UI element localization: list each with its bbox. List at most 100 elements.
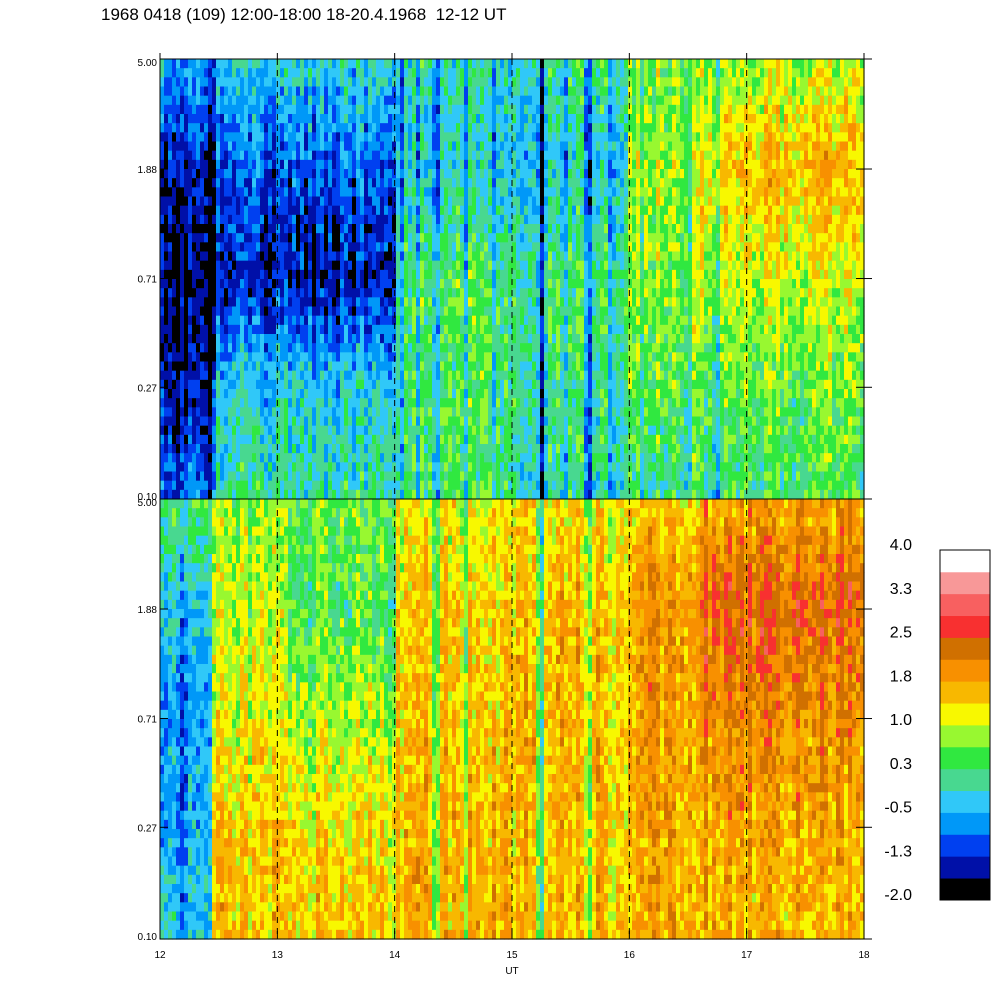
heatmap-cell <box>160 425 165 436</box>
heatmap-cell <box>528 214 533 225</box>
heatmap-cell <box>532 306 537 317</box>
heatmap-cell <box>220 444 225 454</box>
heatmap-cell <box>516 425 521 436</box>
heatmap-cell <box>272 389 277 399</box>
heatmap-cell <box>528 114 533 124</box>
heatmap-cell <box>352 279 357 289</box>
heatmap-cell <box>488 334 493 344</box>
heatmap-cell <box>228 169 233 179</box>
heatmap-cell <box>412 169 417 179</box>
heatmap-cell <box>556 297 561 308</box>
heatmap-cell <box>316 132 321 143</box>
heatmap-cell <box>180 104 185 115</box>
heatmap-cell <box>480 196 485 207</box>
heatmap-cell <box>260 150 265 161</box>
heatmap-cell <box>520 178 525 188</box>
heatmap-cell <box>340 159 345 170</box>
heatmap-cell <box>568 196 573 207</box>
heatmap-cell <box>264 416 269 427</box>
heatmap-cell <box>160 324 165 335</box>
heatmap-cell <box>192 260 197 271</box>
heatmap-cell <box>280 453 285 463</box>
heatmap-cell <box>212 379 217 390</box>
heatmap-cell <box>376 132 381 143</box>
heatmap-cell <box>572 68 577 78</box>
heatmap-cell <box>356 398 361 408</box>
heatmap-cell <box>376 178 381 188</box>
heatmap-cell <box>324 416 329 427</box>
heatmap-cell <box>380 141 385 152</box>
heatmap-cell <box>260 489 265 500</box>
heatmap-cell <box>164 214 169 225</box>
heatmap-cell <box>192 178 197 188</box>
heatmap-cell <box>564 242 569 253</box>
heatmap-cell <box>444 68 449 78</box>
heatmap-cell <box>164 77 169 88</box>
heatmap-cell <box>168 434 173 445</box>
heatmap-cell <box>260 104 265 115</box>
heatmap-cell <box>476 196 481 207</box>
heatmap-cell <box>280 104 285 115</box>
heatmap-cell <box>320 269 325 280</box>
heatmap-cell <box>212 86 217 97</box>
heatmap-cell <box>416 462 421 473</box>
heatmap-cell <box>576 95 581 106</box>
heatmap-cell <box>272 159 277 170</box>
heatmap-cell <box>388 178 393 188</box>
heatmap-cell <box>212 324 217 335</box>
heatmap-cell <box>532 150 537 161</box>
heatmap-cell <box>276 150 281 161</box>
heatmap-cell <box>384 489 389 500</box>
heatmap-cell <box>460 77 465 88</box>
heatmap-cell <box>552 77 557 88</box>
heatmap-cell <box>244 77 249 88</box>
heatmap-cell <box>224 288 229 298</box>
heatmap-cell <box>524 77 529 88</box>
heatmap-cell <box>300 159 305 170</box>
heatmap-cell <box>176 407 181 418</box>
heatmap-cell <box>492 315 497 326</box>
heatmap-cell <box>244 288 249 298</box>
heatmap-cell <box>472 315 477 326</box>
heatmap-cell <box>420 279 425 289</box>
heatmap-cell <box>284 361 289 372</box>
heatmap-cell <box>184 123 189 133</box>
heatmap-cell <box>408 68 413 78</box>
heatmap-cell <box>500 251 505 262</box>
heatmap-cell <box>448 425 453 436</box>
heatmap-cell <box>548 379 553 390</box>
heatmap-cell <box>496 224 501 234</box>
heatmap-cell <box>164 407 169 418</box>
heatmap-cell <box>196 205 201 216</box>
heatmap-cell <box>388 434 393 445</box>
heatmap-cell <box>160 434 165 445</box>
heatmap-cell <box>384 297 389 308</box>
heatmap-cell <box>416 315 421 326</box>
heatmap-cell <box>464 86 469 97</box>
heatmap-cell <box>544 471 549 482</box>
heatmap-cell <box>188 434 193 445</box>
heatmap-cell <box>344 86 349 97</box>
heatmap-cell <box>416 123 421 133</box>
heatmap-cell <box>520 389 525 399</box>
heatmap-cell <box>196 269 201 280</box>
heatmap-cell <box>276 169 281 179</box>
heatmap-cell <box>312 233 317 243</box>
heatmap-cell <box>368 132 373 143</box>
heatmap-cell <box>428 187 433 198</box>
heatmap-cell <box>180 269 185 280</box>
heatmap-cell <box>388 233 393 243</box>
heatmap-cell <box>260 398 265 408</box>
heatmap-cell <box>504 315 509 326</box>
heatmap-cell <box>516 370 521 381</box>
heatmap-cell <box>568 77 573 88</box>
heatmap-cell <box>240 269 245 280</box>
heatmap-cell <box>540 86 545 97</box>
heatmap-cell <box>220 214 225 225</box>
heatmap-cell <box>484 315 489 326</box>
heatmap-cell <box>516 214 521 225</box>
heatmap-cell <box>260 178 265 188</box>
heatmap-cell <box>232 205 237 216</box>
heatmap-cell <box>244 425 249 436</box>
heatmap-cell <box>308 159 313 170</box>
